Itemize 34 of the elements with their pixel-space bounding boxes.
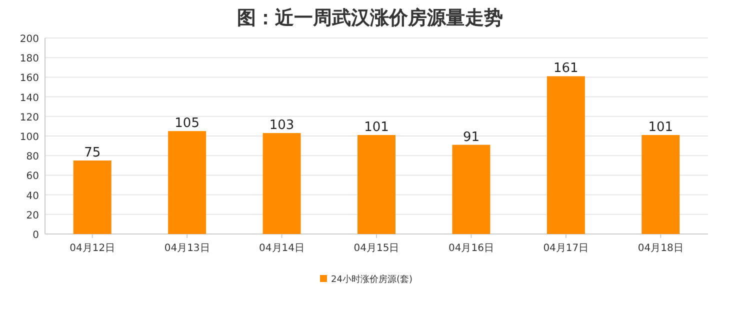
- bar: [546, 76, 585, 234]
- y-tick-label: 80: [26, 152, 39, 163]
- x-tick-label: 04月14日: [259, 243, 305, 254]
- y-tick-label: 160: [20, 73, 39, 84]
- y-tick-label: 200: [20, 34, 39, 45]
- legend-label: 24小时涨价房源(套): [331, 274, 412, 285]
- data-label: 101: [364, 120, 389, 136]
- data-label: 91: [462, 130, 480, 145]
- bar: [73, 160, 112, 234]
- data-label: 161: [554, 61, 578, 76]
- y-tick-label: 140: [20, 92, 39, 104]
- x-tick-label: 04月17日: [543, 243, 589, 254]
- bar: [262, 133, 301, 234]
- bar: [358, 135, 396, 234]
- bar: [168, 131, 206, 234]
- x-tick-label: 04月15日: [354, 243, 400, 254]
- y-tick-label: 40: [26, 190, 39, 202]
- bar: [642, 135, 680, 234]
- y-tick-label: 60: [26, 171, 39, 182]
- x-tick-label: 04月13日: [164, 243, 210, 254]
- x-tick-label: 04月18日: [638, 243, 684, 254]
- y-tick-label: 100: [20, 132, 39, 143]
- x-tick-label: 04月12日: [70, 243, 116, 254]
- y-tick-label: 180: [20, 54, 39, 65]
- x-tick-label: 04月16日: [448, 243, 494, 254]
- y-tick-label: 0: [32, 230, 39, 241]
- data-label: 105: [174, 116, 200, 132]
- data-label: 101: [648, 120, 674, 136]
- y-tick-label: 20: [26, 210, 39, 222]
- bar: [452, 144, 490, 234]
- chart-title: 图：近一周武汉涨价房源量走势: [237, 7, 503, 29]
- data-label: 75: [84, 146, 101, 160]
- y-tick-label: 120: [20, 112, 39, 124]
- data-label: 103: [269, 118, 294, 134]
